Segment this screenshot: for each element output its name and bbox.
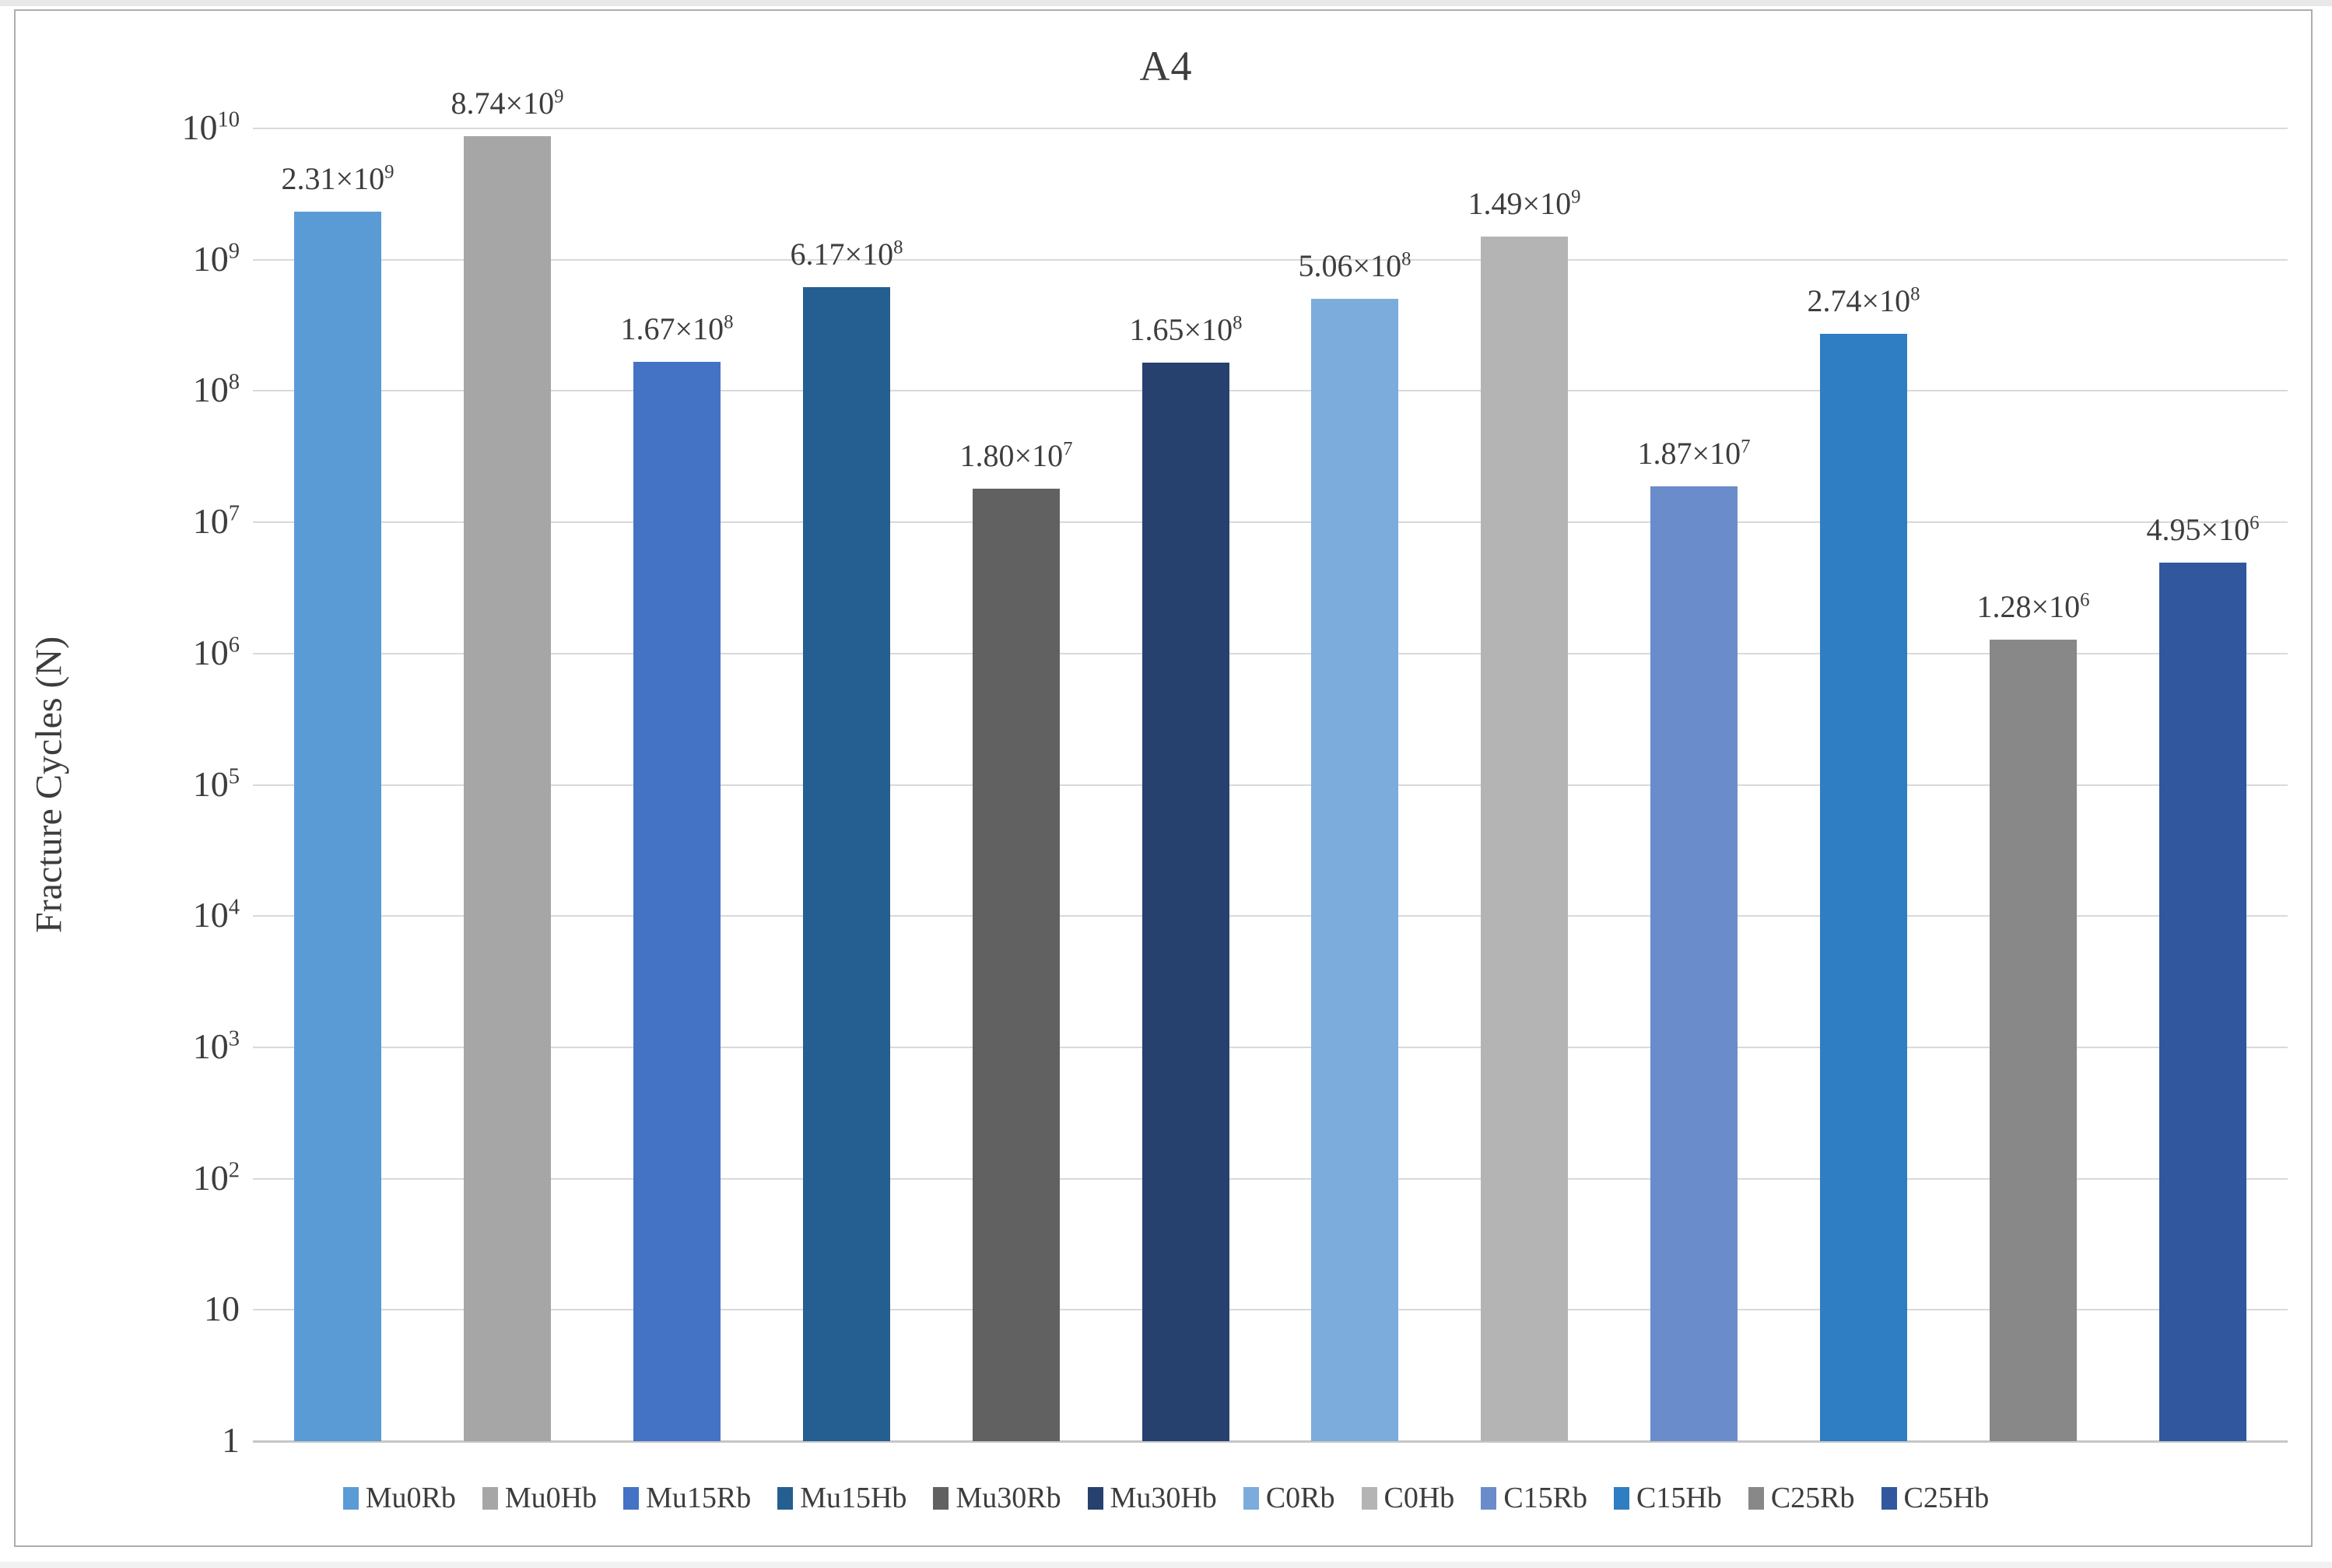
bar-value-label: 8.74×109 [451,86,564,121]
gridline [253,652,2288,654]
bar-c15rb [1650,486,1738,1441]
legend-label: C25Hb [1903,1482,1990,1514]
bar-mu30hb [1142,363,1229,1441]
legend-item-c25rb: C25Rb [1748,1483,1855,1513]
chart-title: A4 [1139,43,1193,89]
bottom-edge-strip [0,1562,2332,1568]
legend-label: C0Hb [1383,1482,1455,1514]
legend-label: Mu0Rb [365,1482,456,1514]
bar-mu15rb [633,362,721,1441]
y-tick-label: 102 [192,1157,240,1198]
gridline [253,390,2288,392]
bar-value-label: 4.95×106 [2146,512,2260,547]
gridline [253,128,2288,129]
legend-item-mu0hb: Mu0Hb [482,1483,597,1513]
legend-marker [1614,1486,1630,1510]
legend-item-mu30rb: Mu30Rb [933,1483,1061,1513]
legend-item-c0rb: C0Rb [1243,1483,1335,1513]
gridline [253,258,2288,261]
legend-item-mu0rb: Mu0Rb [342,1482,456,1514]
bar-c25hb [2159,563,2246,1441]
bar-mu0hb [464,136,551,1441]
legend-marker [1481,1486,1497,1510]
legend-marker [623,1486,640,1510]
bar-c0rb [1311,299,1398,1441]
bar-value-label: 6.17×108 [790,237,903,272]
legend-item-mu15rb: Mu15Rb [623,1483,751,1513]
legend-item-c15hb: C15Hb [1614,1483,1722,1513]
gridline [253,1309,2288,1311]
bar-mu30rb [973,489,1060,1441]
bar-value-label: 1.65×108 [1129,312,1243,347]
y-tick-label: 1010 [181,107,240,147]
legend-marker [482,1486,498,1510]
legend-marker [342,1486,359,1510]
y-tick-label: 109 [192,238,240,279]
bar-c15hb [1820,334,1907,1441]
gridline [253,1046,2288,1048]
gridline [253,521,2288,524]
legend-marker [1087,1486,1103,1510]
legend-label: C15Hb [1636,1482,1722,1514]
bar-mu15hb [803,287,890,1441]
y-tick-label: 106 [192,632,240,672]
legend-marker [1361,1486,1377,1510]
legend-label: Mu0Hb [504,1482,598,1514]
bar-value-label: 1.49×109 [1468,186,1581,221]
gridline [253,784,2288,786]
bar-c0hb [1481,237,1568,1441]
bar-value-label: 5.06×108 [1298,248,1411,283]
legend-label: Mu15Rb [646,1482,752,1514]
y-tick-label: 103 [192,1026,240,1066]
legend-label: C25Rb [1770,1482,1855,1514]
legend-marker [777,1486,794,1510]
y-tick-label: 104 [192,895,240,935]
y-tick-label: 105 [192,763,240,804]
y-tick-label: 10 [204,1289,240,1329]
bar-value-label: 1.87×107 [1637,436,1751,471]
y-axis-title: Fracture Cycles (N) [28,636,70,934]
bar-value-label: 2.31×109 [281,161,395,196]
y-tick-label: 107 [192,501,240,542]
legend: Mu0Rb Mu0Hb Mu15Rb Mu15Hb Mu30Rb Mu30Hb C0Rb C0… [0,1483,2332,1513]
bar-c25rb [1990,640,2077,1441]
legend-label: Mu30Hb [1110,1482,1217,1514]
legend-label: Mu30Rb [956,1482,1061,1514]
legend-item-mu30hb: Mu30Hb [1087,1482,1217,1514]
legend-label: Mu15Hb [800,1482,907,1514]
gridline [253,915,2288,917]
y-tick-label: 1 [222,1420,240,1460]
bar-mu0rb [294,212,381,1441]
legend-item-c0hb: C0Hb [1361,1482,1455,1514]
legend-item-mu15hb: Mu15Hb [777,1483,906,1513]
legend-marker [1748,1486,1764,1510]
legend-marker [933,1486,949,1510]
bar-value-label: 1.80×107 [959,438,1073,473]
legend-item-c15rb: C15Rb [1481,1483,1587,1513]
legend-marker [1881,1486,1897,1510]
top-edge-strip [0,0,2332,6]
legend-label: C0Rb [1265,1482,1335,1514]
legend-label: C15Rb [1503,1482,1588,1514]
bar-value-label: 2.74×108 [1807,283,1920,318]
y-tick-label: 108 [192,370,240,410]
bar-value-label: 1.28×106 [1976,589,2090,624]
bar-value-label: 1.67×108 [620,311,734,346]
legend-marker [1243,1486,1259,1510]
gridline [253,1177,2288,1180]
legend-item-c25hb: C25Hb [1881,1482,1990,1514]
x-axis-line [253,1440,2288,1443]
